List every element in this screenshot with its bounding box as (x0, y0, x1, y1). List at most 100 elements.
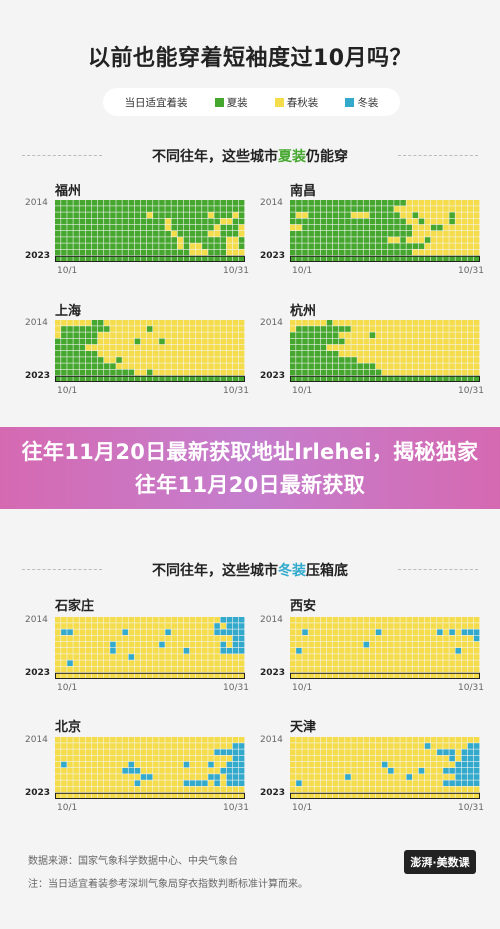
heatmap-cell (290, 635, 296, 642)
heatmap-cell (214, 243, 220, 249)
heatmap-cell (61, 249, 67, 256)
heatmap-cell (55, 648, 61, 654)
heatmap-cell (473, 629, 480, 635)
heatmap-cell (455, 749, 462, 755)
heatmap-cell (226, 326, 233, 332)
heatmap-cell (320, 629, 327, 635)
heatmap-cell (320, 255, 327, 262)
heatmap-cell (449, 375, 455, 382)
heatmap-cell (473, 338, 480, 345)
heatmap-cell (394, 212, 400, 218)
heatmap-cell (140, 743, 147, 749)
heatmap-cell (381, 761, 388, 768)
heatmap-cell (388, 344, 394, 351)
heatmap-cell (177, 786, 184, 793)
heatmap-cell (467, 623, 474, 629)
heatmap-cell (153, 255, 159, 262)
heatmap-cell (302, 623, 308, 629)
heatmap-cell (91, 369, 98, 376)
heatmap-cell (455, 780, 462, 786)
heatmap-cell (430, 357, 437, 363)
heatmap-cell (85, 369, 92, 376)
heatmap-cell (388, 249, 394, 256)
year-label-top: 2014 (25, 318, 48, 328)
heatmap-cell (314, 648, 321, 654)
x-tick-end: 10/31 (223, 266, 249, 276)
heatmap-cell (146, 375, 153, 382)
heatmap-cell (165, 641, 171, 648)
heatmap-cell (214, 648, 220, 654)
heatmap-cell (159, 338, 165, 345)
heatmap-cell (104, 332, 110, 338)
heatmap-cell (61, 635, 67, 642)
heatmap-cell (357, 255, 363, 262)
latest-year-outline (55, 375, 245, 382)
heatmap-cell (351, 212, 357, 218)
heatmap-cell (214, 363, 220, 369)
heatmap-cell (153, 369, 159, 376)
heatmap-cell (351, 249, 357, 256)
heatmap-cell (146, 792, 153, 799)
heatmap-cell (110, 641, 116, 648)
heatmap-cell (208, 749, 214, 755)
heatmap-cell (461, 249, 468, 256)
heatmap-cell (85, 243, 92, 249)
heatmap-cell (424, 224, 431, 231)
heatmap-cell (208, 375, 214, 382)
heatmap-cell (357, 654, 363, 660)
heatmap-cell (85, 774, 92, 780)
heatmap-cell (91, 357, 98, 363)
heatmap-cell (473, 749, 480, 755)
heatmap-cell (473, 200, 480, 206)
heatmap-cell (290, 629, 296, 635)
heatmap-cell (455, 375, 462, 382)
heatmap-cell (165, 351, 171, 357)
legend: 当日适宜着装 夏装 春秋装 冬装 (103, 88, 400, 116)
heatmap-cell (220, 654, 227, 660)
heatmap-cell (345, 369, 351, 376)
heatmap-cell (189, 369, 196, 376)
heatmap-cell (437, 641, 443, 648)
heatmap-cell (146, 320, 153, 326)
heatmap-cell (437, 648, 443, 654)
heatmap-cell (332, 369, 339, 376)
heatmap-cell (165, 672, 171, 679)
heatmap-cell (73, 737, 79, 743)
heatmap-cell (314, 623, 321, 629)
heatmap-cell (326, 768, 333, 774)
heatmap-cell (159, 755, 165, 762)
heatmap-cell (388, 218, 394, 225)
overlay-banner[interactable]: 往年11月20日最新获取地址lrlehei，揭秘独家往年11月20日最新获取 (0, 427, 500, 509)
heatmap-cell (437, 231, 443, 237)
heatmap-cell (110, 635, 116, 642)
heatmap-cell (290, 200, 296, 206)
heatmap-cell (104, 774, 110, 780)
heatmap-cell (91, 255, 98, 262)
heatmap-cell (153, 641, 159, 648)
heatmap-cell (381, 243, 388, 249)
heatmap-cell (430, 218, 437, 225)
year-label-top: 2014 (25, 615, 48, 625)
heatmap-cell (296, 249, 302, 256)
latest-year-outline (55, 255, 245, 262)
heatmap-cell (189, 737, 196, 743)
heatmap-cell (85, 623, 92, 629)
heatmap-cell (171, 792, 177, 799)
heatmap-cell (345, 206, 351, 212)
heatmap-cell (183, 344, 190, 351)
heatmap-cell (214, 344, 220, 351)
heatmap-cell (202, 786, 208, 793)
heatmap-cell (232, 369, 239, 376)
heatmap-cell (159, 255, 165, 262)
heatmap-cell (171, 224, 177, 231)
heatmap-cell (61, 344, 67, 351)
heatmap-grid (55, 200, 245, 262)
heatmap-cell (220, 629, 227, 635)
heatmap-cell (208, 255, 214, 262)
heatmap-cell (302, 212, 308, 218)
heatmap-cell (55, 357, 61, 363)
heatmap-cell (467, 351, 474, 357)
heatmap-cell (214, 375, 220, 382)
heatmap-cell (443, 648, 449, 654)
heatmap-cell (473, 320, 480, 326)
